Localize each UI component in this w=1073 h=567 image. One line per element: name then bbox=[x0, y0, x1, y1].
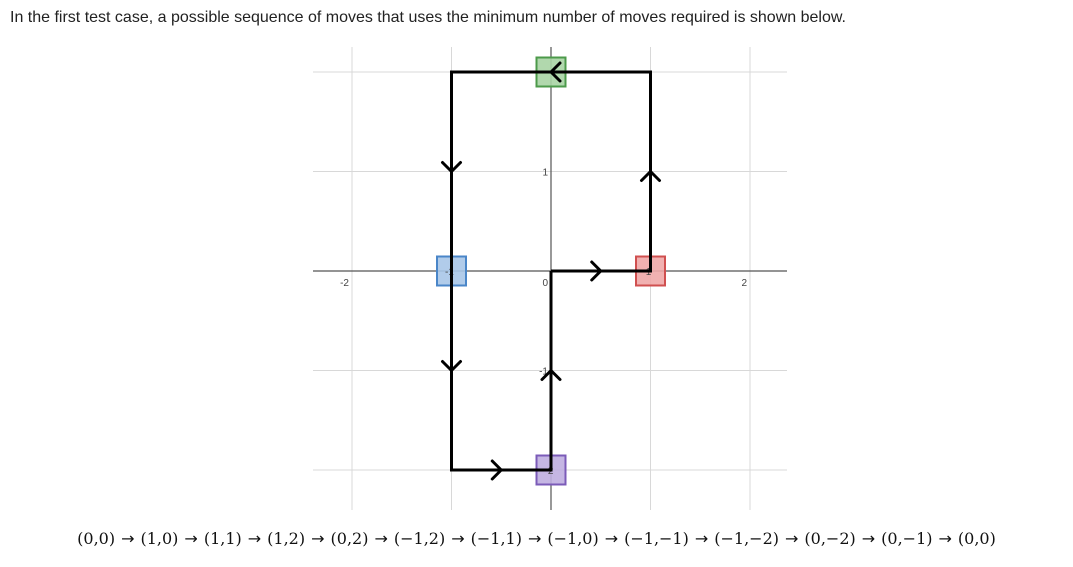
x-tick-label: 2 bbox=[741, 278, 747, 289]
sequence-coordinate: (0,0) bbox=[957, 529, 996, 548]
arrow-right-icon bbox=[490, 459, 503, 481]
sequence-coordinate: (1,0) bbox=[140, 529, 179, 548]
sequence-coordinate: (0,2) bbox=[330, 529, 369, 548]
arrow-right-icon: → bbox=[121, 529, 135, 548]
y-tick-label: 1 bbox=[542, 168, 548, 179]
arrow-right-icon: → bbox=[184, 529, 198, 548]
sequence-coordinate: (1,1) bbox=[203, 529, 242, 548]
intro-text: In the first test case, a possible seque… bbox=[10, 9, 846, 26]
arrow-right-icon: → bbox=[247, 529, 262, 548]
arrow-right-icon: → bbox=[527, 529, 542, 548]
marker-label: -1 bbox=[445, 267, 454, 278]
arrow-up-icon bbox=[540, 369, 562, 381]
sequence-coordinate: (0,0) bbox=[77, 529, 116, 548]
arrow-right-icon: → bbox=[311, 529, 325, 548]
arrow-right-icon: → bbox=[785, 529, 799, 548]
sequence-coordinate: (0,−1) bbox=[881, 529, 933, 548]
arrow-down-icon bbox=[441, 360, 462, 372]
x-tick-label: -2 bbox=[340, 278, 349, 289]
arrow-right-icon: → bbox=[451, 529, 465, 548]
sequence-coordinate: (−1,0) bbox=[547, 529, 599, 548]
arrow-right-icon: → bbox=[938, 529, 952, 548]
arrow-right-icon: → bbox=[374, 529, 388, 548]
sequence-coordinate: (0,−2) bbox=[804, 529, 856, 548]
arrow-up-icon bbox=[640, 170, 661, 182]
arrow-right-icon: → bbox=[694, 529, 709, 548]
sequence-coordinate: (−1,−2) bbox=[714, 529, 780, 548]
sequence-coordinate: (−1,−1) bbox=[624, 529, 689, 548]
arrow-right-icon: → bbox=[604, 529, 619, 548]
arrow-down-icon bbox=[441, 161, 462, 173]
sequence-coordinate: (−1,1) bbox=[470, 529, 522, 548]
sequence-coordinate: (−1,2) bbox=[393, 529, 446, 548]
arrow-right-icon: → bbox=[861, 529, 876, 548]
direction-arrows bbox=[441, 61, 661, 481]
y-tick-label: -1 bbox=[539, 367, 548, 378]
move-sequence: (0,0) → (1,0) → (1,1) → (1,2) → (0,2) → (−1,2) → (−1… bbox=[0, 527, 1073, 551]
tick-labels: -2 0 2 1 -1 bbox=[340, 168, 747, 378]
sequence-coordinate: (1,2) bbox=[267, 529, 306, 548]
x-tick-label: 0 bbox=[542, 278, 548, 289]
arrow-left-icon bbox=[549, 61, 562, 83]
arrow-right-icon bbox=[590, 260, 603, 282]
